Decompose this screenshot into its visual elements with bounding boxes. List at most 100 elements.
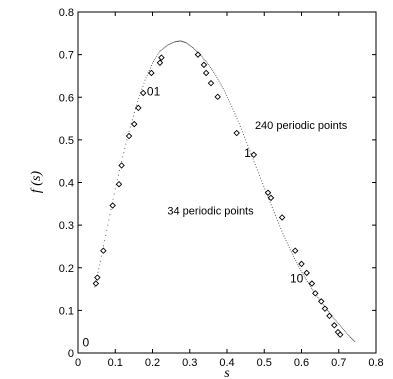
data-point [278,214,286,221]
curve-point [339,325,341,327]
curve-point [312,289,314,291]
curve-point [270,204,272,206]
curve-point [112,198,114,200]
data-point [337,331,344,338]
curve-point [354,341,356,343]
curve-point [165,45,167,47]
y-tick-label: 0.2 [59,263,74,275]
curve-point [188,44,190,46]
y-tick-label: 0.8 [59,7,74,19]
data-point [94,274,101,281]
curve-point [337,322,339,324]
x-tick-label: 0.7 [331,357,346,369]
curve-point [138,97,140,100]
curve-point [248,147,250,149]
y-tick-label: 0.6 [59,92,74,104]
curve-point [252,158,254,160]
data-point [148,69,155,77]
curve-point [286,242,288,244]
x-tick-label: 0.6 [294,357,309,369]
curve-point [131,119,133,121]
curve-point [172,42,174,44]
data-point [115,180,123,188]
curve-point [298,266,300,268]
y-tick-label: 0.1 [59,305,74,317]
curve-point [344,330,346,332]
annotation-label: 01 [147,85,161,99]
curve-point [209,67,212,69]
curve-point [278,222,280,224]
data-point [326,312,333,320]
annotation-label: 240 periodic points [255,120,348,132]
curve-point [221,86,223,88]
curve-point [163,47,165,49]
x-tick-label: 0.8 [368,357,383,369]
curve-point [139,94,141,96]
curve-point [244,136,246,138]
curve-point [113,193,115,195]
curve-point [125,143,127,145]
data-point [312,290,319,297]
curve-point [350,337,353,339]
curve-point [309,285,312,288]
curve-point [273,212,275,214]
curve-point [219,82,221,84]
curve-point [235,115,237,117]
curve-point [99,264,101,266]
curve-point [167,44,170,46]
curve-point [104,240,106,242]
curve-point [168,43,171,45]
curve-point [300,269,302,271]
curve-point [301,271,303,273]
curve-point [279,225,281,227]
curve-point [328,311,330,313]
curve-point [306,280,308,282]
curve-point [289,249,291,251]
curve-point [215,74,217,77]
curve-point [151,62,154,64]
data-point [303,269,310,277]
curve-point [146,74,148,76]
curve-point [129,126,131,128]
data-point [291,247,299,254]
curve-point [133,111,135,114]
data-point [318,298,325,305]
curve-point [232,108,234,110]
curve-point [335,320,337,322]
curve-point [114,188,116,190]
data-point [267,194,275,202]
curve-point [157,54,159,56]
curve-point [213,71,215,73]
data-point [331,322,338,329]
curve-point [144,79,146,81]
curve-point [233,110,235,112]
curve-point [207,63,209,65]
x-tick-label: 0.2 [145,357,160,369]
curve-point [200,54,202,57]
curve-point [154,59,156,61]
curve-point [102,245,105,247]
curve-point [97,271,99,273]
curve-point [240,128,242,130]
curve-point [132,115,134,117]
curve-point [294,257,296,259]
curve-point [263,185,265,187]
curve-point [206,62,208,64]
data-point [202,69,210,77]
curve-point [186,42,188,45]
curve-point [261,180,263,182]
curve-point [316,295,318,297]
data-point [207,79,215,87]
curve-point [192,47,195,49]
curve-point [332,316,334,318]
series-34-periodic-points [92,51,344,338]
curve-point [292,255,295,257]
curve-point [336,321,338,323]
curve-point [105,234,107,237]
curve-point [185,42,187,44]
curve-point [296,262,298,264]
curve-point [236,118,238,120]
curve-point [214,73,216,75]
curve-point [94,286,96,288]
curve-point [204,60,206,62]
